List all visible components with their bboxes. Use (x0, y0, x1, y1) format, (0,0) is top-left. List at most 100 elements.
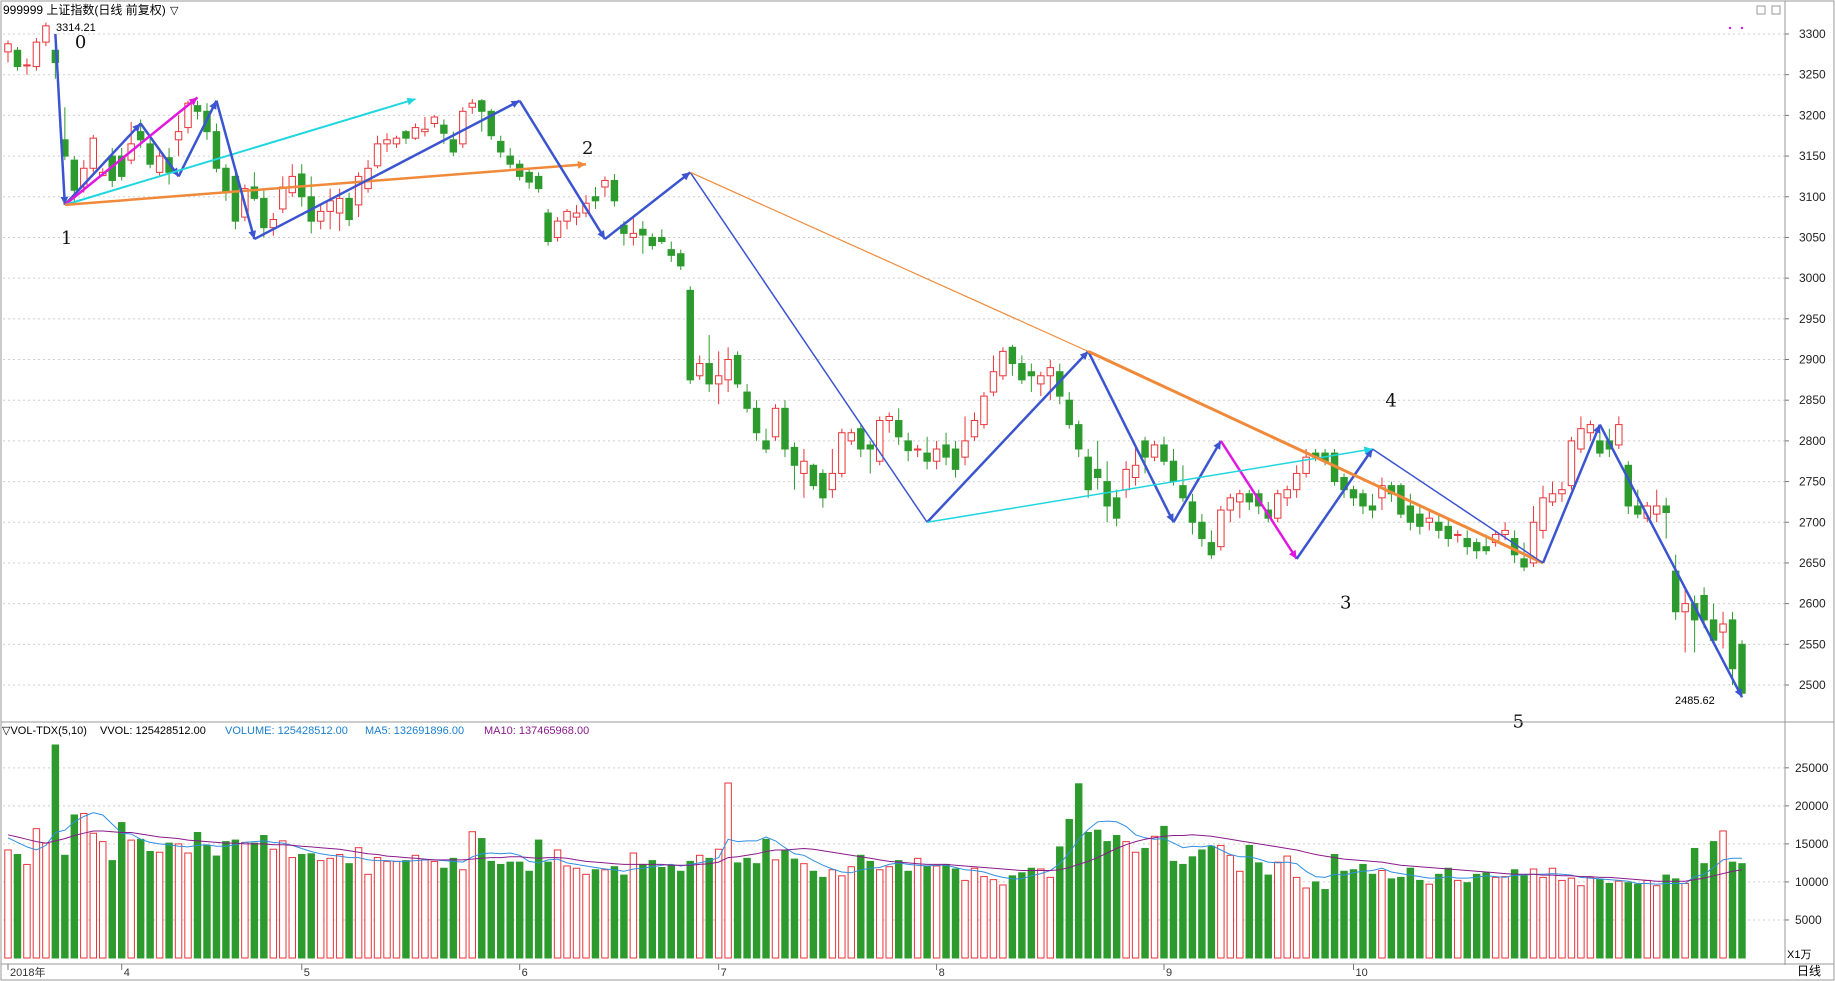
maximize-icon[interactable] (1771, 5, 1781, 15)
candle-body (705, 363, 713, 385)
wave-line (64, 96, 199, 206)
candle (478, 99, 486, 132)
candle (705, 335, 713, 393)
volume-bar (980, 876, 988, 959)
candle (1084, 449, 1092, 498)
window-controls[interactable] (1728, 5, 1781, 30)
candle-body (1273, 493, 1282, 519)
wave-line (926, 350, 1090, 524)
volume-tick-label: 10000 (1795, 875, 1829, 889)
volume-bar (1330, 854, 1339, 959)
volume-bar (326, 857, 334, 959)
candle-body (1472, 542, 1481, 552)
candle-body (42, 25, 50, 43)
candle-body (525, 171, 533, 183)
volume-bar (193, 831, 202, 959)
price-tick-label: 2550 (1799, 637, 1826, 651)
candle (487, 108, 495, 140)
candle-body (544, 212, 552, 243)
candle-body (781, 407, 789, 450)
candle (383, 133, 391, 152)
candle (525, 168, 533, 189)
ma10-value: MA10: 137465968.00 (484, 725, 589, 737)
period-label[interactable]: 日线 (1797, 964, 1821, 978)
price-tick-label: 2800 (1799, 434, 1826, 448)
volume-bar (146, 851, 154, 959)
candle-body (894, 420, 903, 438)
candle-body (1416, 513, 1424, 527)
volume-bar (383, 860, 391, 959)
candle (174, 115, 183, 157)
volume-bar (1738, 863, 1746, 959)
volume-bar (1501, 876, 1509, 959)
volume-bar (136, 838, 145, 959)
candle-body (1037, 375, 1045, 385)
date-tick-label: 4 (124, 967, 130, 979)
restore-icon[interactable] (1756, 5, 1766, 15)
candle-body (440, 124, 448, 134)
volume-bar (582, 873, 590, 959)
price-tick-label: 2850 (1799, 393, 1826, 407)
candle (1008, 344, 1017, 376)
candle (800, 449, 808, 498)
volume-bar (13, 854, 22, 959)
candle-body (1368, 505, 1377, 511)
candle (1037, 371, 1045, 397)
candle (961, 416, 969, 466)
price-tick-label: 2900 (1799, 353, 1826, 367)
candle (904, 432, 912, 462)
volume-bar (1719, 830, 1727, 959)
price-tick-label: 3150 (1799, 149, 1826, 163)
candle-body (392, 137, 401, 145)
candle-body (970, 420, 979, 438)
candle-body (1558, 489, 1566, 495)
volume-bar (1463, 882, 1471, 959)
candle-body (1141, 440, 1149, 458)
candle-body (857, 428, 865, 450)
wave-line (1172, 440, 1222, 523)
candle-body (828, 472, 837, 491)
candle (1368, 493, 1377, 519)
candle-body (250, 186, 259, 199)
candle-body (1681, 603, 1689, 613)
candle-body (771, 407, 780, 438)
candle-body (800, 460, 808, 474)
price-tick-label: 2650 (1799, 556, 1826, 570)
candle-body (923, 452, 931, 462)
candle (733, 351, 742, 388)
volume-bar (620, 874, 628, 959)
wave-number-label: 1 (61, 228, 72, 249)
candle-body (1634, 505, 1642, 515)
volume-bar (1425, 883, 1434, 959)
candle-body (1236, 493, 1244, 503)
volume-bar (354, 847, 363, 959)
volume-indicator-name[interactable]: ▽VOL-TDX(5,10) (2, 725, 87, 737)
candle-body (260, 197, 268, 229)
candle-body (1425, 517, 1434, 523)
volume-bar (478, 838, 486, 959)
volume-bar (231, 839, 240, 959)
candle-body (70, 159, 79, 191)
candle-body (155, 155, 164, 173)
volume-bar (648, 860, 657, 959)
title-dropdown-icon[interactable]: ▽ (170, 5, 179, 17)
candle-body (610, 179, 619, 202)
candle-body (478, 100, 486, 112)
candle (610, 173, 619, 207)
candle-body (932, 448, 941, 462)
volume-bar (1046, 876, 1055, 959)
volume-bar (1435, 873, 1443, 959)
candle (714, 351, 723, 405)
volume-bar (1340, 870, 1348, 959)
volume-bar (838, 875, 846, 959)
candle (468, 99, 477, 114)
volume-bar (610, 866, 619, 959)
wave-line (1087, 350, 1544, 565)
candle-body (1150, 444, 1159, 458)
candle (648, 233, 657, 250)
volume-bar (335, 854, 344, 959)
candle (1539, 485, 1547, 539)
candle-body (1292, 472, 1301, 491)
